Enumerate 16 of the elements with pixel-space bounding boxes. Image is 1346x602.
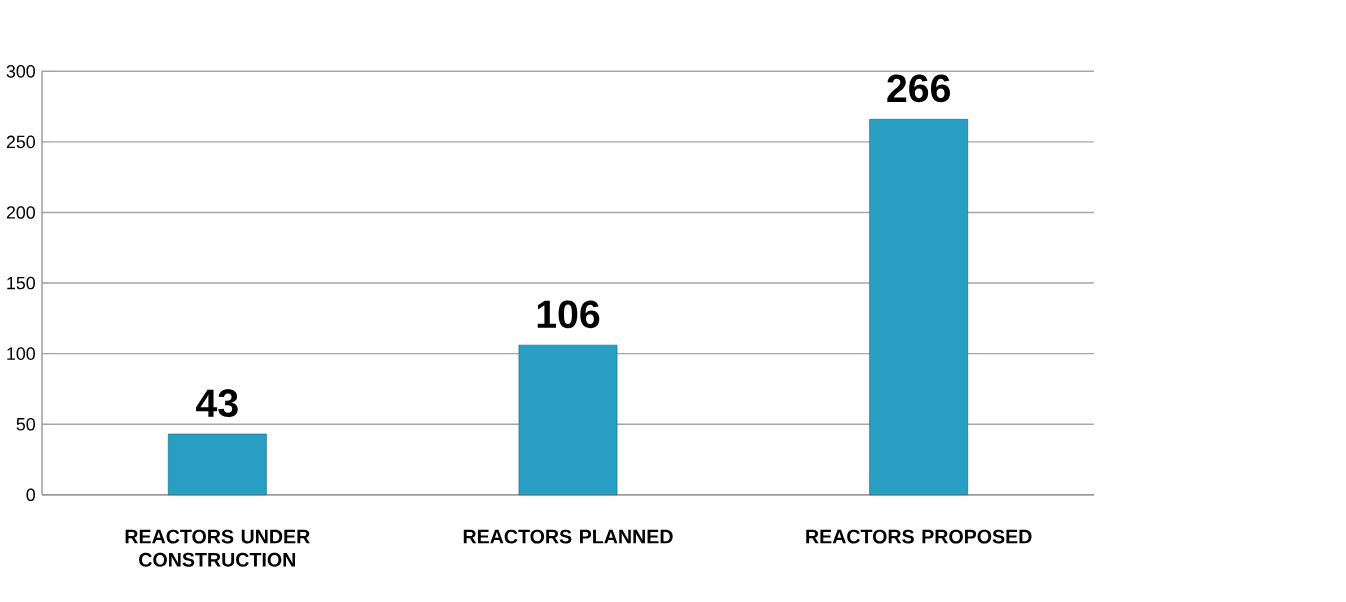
data-label: 106 [537,300,600,329]
bar [518,344,618,496]
bar [869,119,969,496]
y-tick-label: 250 [6,135,35,149]
y-tick-label: 150 [7,276,35,290]
y-tick-label: 50 [16,418,35,431]
y-tick-label: 100 [7,347,35,361]
x-tick-label: REACTORS PLANNED [463,529,673,544]
data-label: 43 [196,389,238,418]
y-tick-label: 0 [26,488,36,502]
x-tick-label: REACTORS PROPOSED [806,529,1032,544]
data-label: 266 [887,74,950,103]
x-tick-label: REACTORS UNDER CONSTRUCTION [125,529,310,567]
y-tick-label: 300 [6,65,35,78]
y-tick-label: 200 [6,206,35,219]
bar [167,433,267,496]
